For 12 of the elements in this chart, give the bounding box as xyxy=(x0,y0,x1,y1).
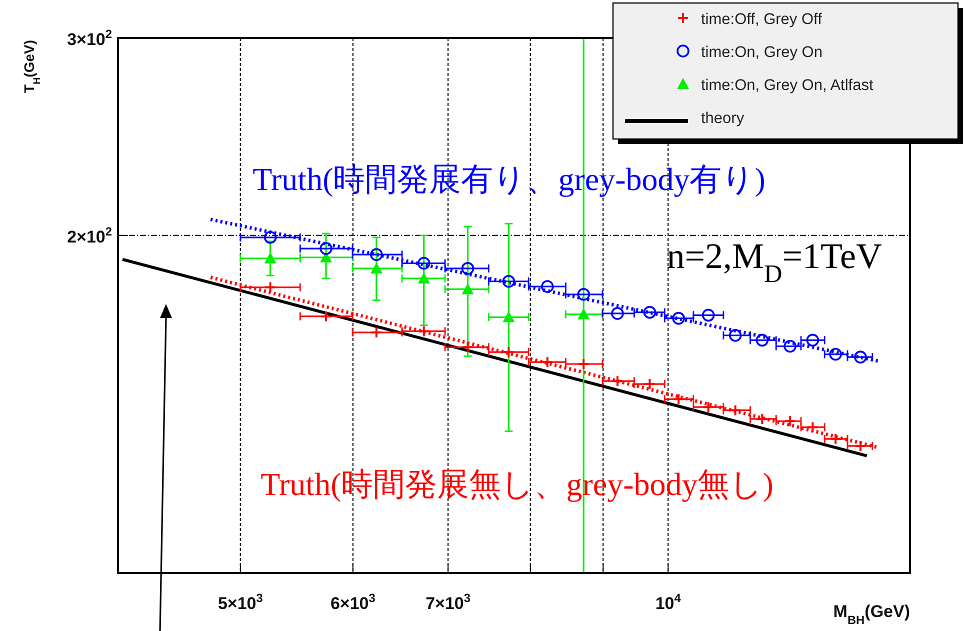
legend-label: time:Off, Grey Off xyxy=(701,11,823,28)
y-tick-label: 2×10$^{2}$ xyxy=(67,224,112,246)
x-tick-label: 5×10$^{3}$ xyxy=(218,591,264,613)
legend-label: time:On, Grey On xyxy=(701,44,822,61)
annotation: n=2,M$_{D}$=1TeV xyxy=(666,236,882,288)
legend-label: theory xyxy=(701,110,744,127)
x-tick-label: 6×10$^{3}$ xyxy=(330,591,376,613)
x-axis-title: M$_{BH}$(GeV) xyxy=(833,602,910,627)
x-tick-label: 10$^{4}$ xyxy=(655,591,682,613)
y-tick-label: 3×10$^{2}$ xyxy=(67,27,112,49)
x-tick-label: 7×10$^{3}$ xyxy=(426,591,471,613)
legend-label: time:On, Grey On, Atlfast xyxy=(701,77,874,94)
